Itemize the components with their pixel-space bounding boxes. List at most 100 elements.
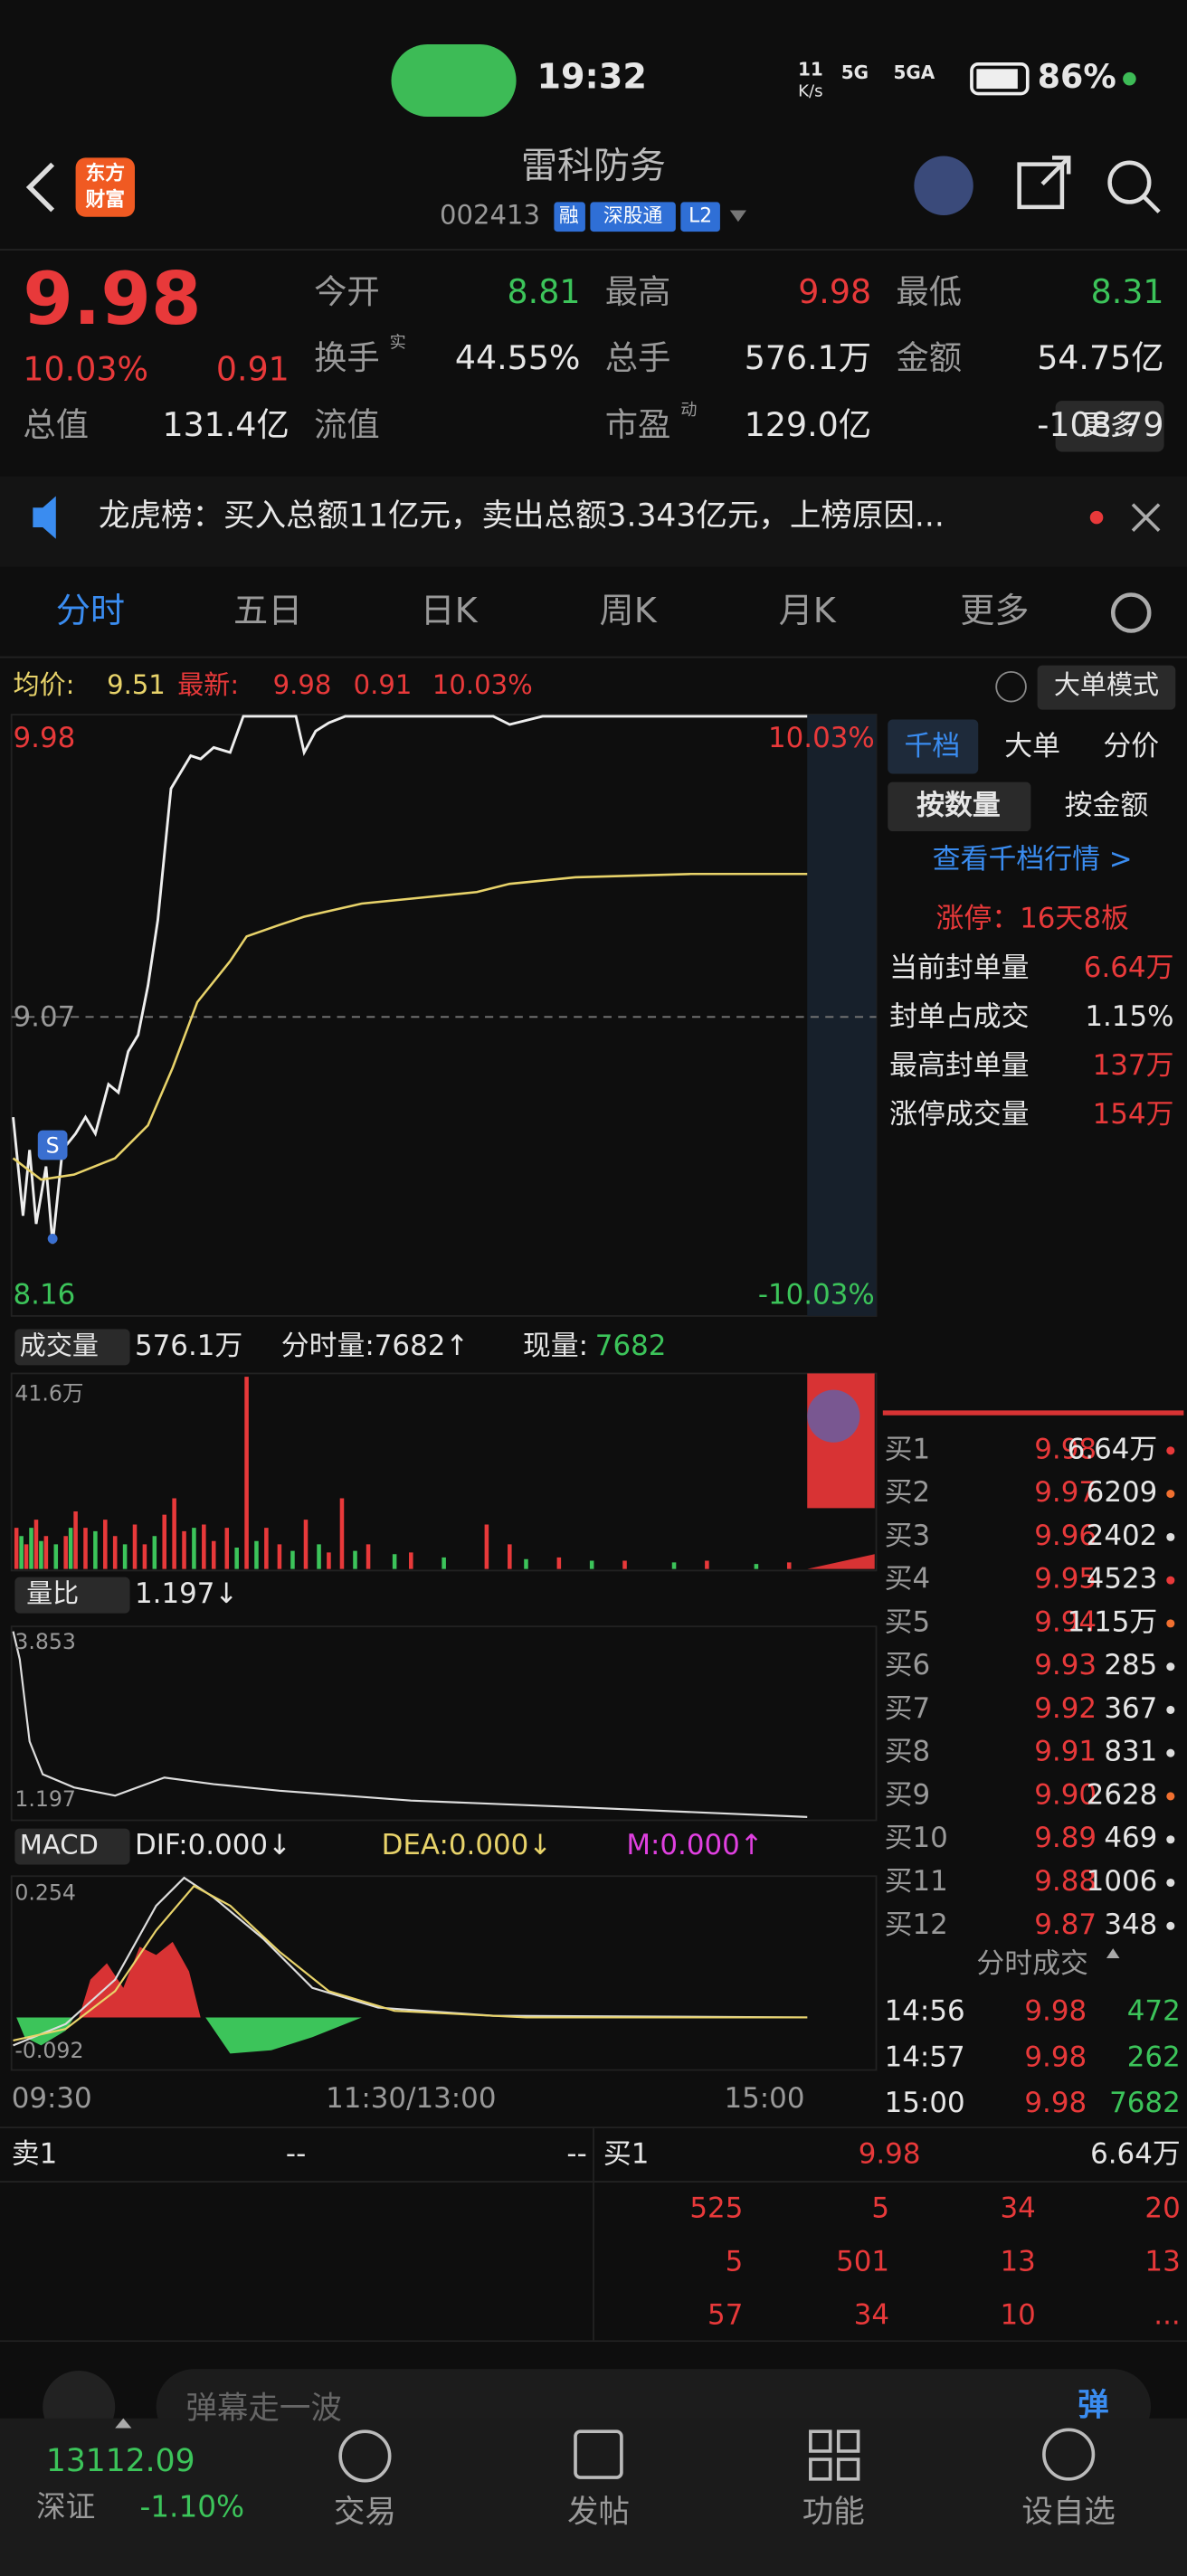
- more-button-bg[interactable]: [1055, 401, 1164, 452]
- stat-label: 市盈: [605, 405, 671, 444]
- volume-chart-frame: [10, 1372, 878, 1572]
- ratio-selector-bg[interactable]: [14, 1577, 130, 1614]
- macd-chart-frame: [10, 1875, 878, 2071]
- volume-selector[interactable]: 成交量: [20, 1330, 99, 1360]
- post-icon[interactable]: [574, 2429, 623, 2479]
- dif-value: DIF:0.000↓: [135, 1829, 291, 1861]
- chart-tab[interactable]: 月K: [779, 591, 837, 630]
- bid-volume: 2628: [1087, 1778, 1158, 1811]
- queue-order: 13: [1001, 2245, 1036, 2278]
- stat-value: 9.98: [798, 272, 871, 311]
- chart-tab[interactable]: 五日: [233, 591, 302, 630]
- seal-stat-value: 154万: [1093, 1098, 1174, 1131]
- search-icon[interactable]: [1107, 160, 1152, 204]
- macd-selector[interactable]: MACD: [20, 1830, 99, 1861]
- avg-label: 均价:: [14, 669, 75, 700]
- close-button[interactable]: [1131, 503, 1161, 532]
- expand-button[interactable]: [807, 1389, 860, 1443]
- tag-bg: [680, 202, 720, 232]
- side-tab[interactable]: 分价: [1103, 730, 1159, 762]
- settings-icon[interactable]: [1110, 592, 1152, 633]
- bid-level: 买10: [885, 1822, 948, 1854]
- queue-order: 501: [836, 2245, 889, 2278]
- watchlist-icon[interactable]: [1042, 2428, 1096, 2481]
- bid-level: 买3: [885, 1520, 931, 1552]
- back-button[interactable]: [25, 162, 55, 213]
- macd-selector-bg[interactable]: [14, 1828, 130, 1865]
- time-axis-label: 11:30/13:00: [326, 2082, 496, 2115]
- bid-level: 买9: [885, 1778, 931, 1811]
- stat-value: 131.4亿: [162, 405, 289, 444]
- nav-item[interactable]: 发帖: [567, 2494, 630, 2530]
- bid-level: 买5: [885, 1605, 931, 1638]
- nav-item[interactable]: 功能: [802, 2494, 865, 2530]
- notice-bar[interactable]: [0, 476, 1187, 567]
- side-tab-active-bg[interactable]: [888, 719, 979, 774]
- chart-tab[interactable]: 分时: [56, 591, 125, 630]
- trade-time: 14:57: [885, 2041, 965, 2073]
- notice-dot: [1089, 510, 1104, 525]
- battery-level: [976, 69, 1018, 90]
- limit-up-info: 涨停：16天8板: [936, 903, 1129, 935]
- side-tab[interactable]: 大单: [1004, 730, 1060, 762]
- stat-label: 总值: [23, 405, 89, 444]
- average-price-line: [12, 873, 808, 1181]
- signal-marker-bg: [37, 1130, 68, 1160]
- function-icon[interactable]: [809, 2429, 860, 2481]
- trade-time: 14:56: [885, 1995, 965, 2028]
- ratio-selector[interactable]: 量比: [26, 1578, 79, 1609]
- latest-percent: 10.03%: [432, 669, 533, 700]
- chart-tab[interactable]: 周K: [600, 591, 658, 630]
- nav-item[interactable]: 设自选: [1021, 2494, 1116, 2530]
- time-axis-label: 09:30: [12, 2082, 92, 2115]
- bid-dot: [1166, 1576, 1175, 1585]
- side-toggle[interactable]: 按金额: [1065, 789, 1149, 821]
- dea-line: [13, 1884, 808, 2041]
- robot-icon[interactable]: [914, 156, 973, 215]
- bid-price: 9.95: [1034, 1563, 1097, 1596]
- side-toggle[interactable]: 按数量: [916, 789, 1001, 821]
- stock-tag: 融: [559, 205, 579, 228]
- queue-order: 13: [1144, 2245, 1180, 2278]
- queue-order: 57: [707, 2299, 743, 2332]
- depth-link[interactable]: 查看千档行情 >: [933, 843, 1133, 876]
- notice-text[interactable]: 龙虎榜：买入总额11亿元，卖出总额3.343亿元，上榜原因...: [99, 498, 945, 535]
- ask-volume: --: [566, 2138, 586, 2171]
- bid-dot: [1166, 1878, 1175, 1888]
- macd-positive-bars: [79, 1941, 201, 2018]
- toggle-active-bg[interactable]: [888, 781, 1031, 832]
- bid-volume: 1006: [1087, 1865, 1158, 1898]
- trades-title[interactable]: 分时成交: [976, 1947, 1088, 1980]
- mode-button[interactable]: 大单模式: [1054, 669, 1159, 700]
- price-line: [12, 715, 808, 1245]
- seal-stat-label: 当前封单量: [889, 952, 1029, 984]
- status-time: 19:32: [537, 57, 646, 97]
- bid-dot: [1166, 1792, 1175, 1801]
- queue-order: ...: [1154, 2299, 1180, 2332]
- logo: [75, 157, 136, 217]
- mode-button-bg[interactable]: [1037, 665, 1176, 710]
- index-change: -1.10%: [139, 2490, 244, 2524]
- sort-arrow: [1106, 1948, 1120, 1959]
- chart-tab[interactable]: 更多: [960, 591, 1029, 630]
- volume-selector-bg[interactable]: [14, 1329, 130, 1366]
- stock-tag: L2: [688, 205, 712, 228]
- share-icon[interactable]: [1017, 156, 1071, 210]
- seal-stat-label: 涨停成交量: [889, 1098, 1029, 1131]
- comment-button[interactable]: 弹: [1078, 2387, 1109, 2423]
- help-icon[interactable]: [995, 670, 1027, 703]
- nav-item[interactable]: 交易: [334, 2494, 396, 2530]
- macd-axis-label: -0.092: [14, 2038, 83, 2063]
- volume-axis-label: 41.6万: [14, 1381, 83, 1406]
- comment-placeholder[interactable]: 弹幕走一波: [185, 2391, 342, 2427]
- trade-icon[interactable]: [338, 2429, 392, 2483]
- call-pill[interactable]: [391, 44, 517, 117]
- bid-price: 9.98: [859, 2138, 921, 2171]
- chart-tab[interactable]: 日K: [421, 591, 479, 630]
- ask-level: 卖1: [12, 2138, 58, 2171]
- bottom-nav: [0, 2418, 1187, 2576]
- bid-level: 买1: [885, 1433, 931, 1465]
- more-button[interactable]: 更多: [1082, 410, 1138, 442]
- volume-bars-down: [19, 1528, 759, 1569]
- side-tab[interactable]: 千档: [904, 730, 960, 762]
